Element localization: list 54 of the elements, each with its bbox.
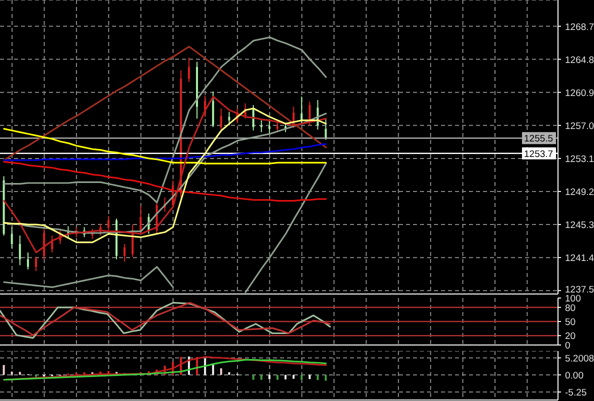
- candlestick: [268, 120, 270, 134]
- candlestick: [107, 216, 110, 231]
- candlestick: [10, 226, 13, 249]
- candlestick: [18, 235, 21, 266]
- candlestick: [35, 256, 38, 272]
- y-tick-label: 1260.9: [565, 88, 594, 99]
- y-tick-label: 5.2008: [565, 353, 594, 364]
- bar: [292, 374, 295, 379]
- y-tick-label: 1264.8: [565, 54, 594, 66]
- candlestick: [228, 111, 230, 126]
- bar: [2, 365, 5, 375]
- y-tick-label: 0.00: [565, 370, 584, 382]
- candlestick: [220, 108, 222, 130]
- line-series: [3, 128, 327, 164]
- candlestick: [140, 205, 142, 234]
- y-tick-label: 80: [565, 302, 576, 314]
- bar: [284, 374, 287, 380]
- candlestick: [252, 104, 254, 131]
- candlestick: [26, 252, 29, 270]
- y-tick-label: 100: [565, 294, 581, 304]
- y-tick-label: -5.25: [565, 387, 587, 398]
- candlestick: [43, 228, 46, 260]
- bar: [204, 358, 206, 375]
- candlestick: [124, 244, 126, 262]
- y-tick-label: 50: [565, 317, 576, 328]
- ref-line-label: 1255.5: [524, 134, 554, 145]
- ref-line-label: 1253.7: [524, 148, 554, 160]
- line-series: [3, 143, 327, 161]
- bar: [308, 374, 311, 380]
- bar: [228, 372, 230, 375]
- y-tick-label: 1245.3: [565, 220, 594, 232]
- bar: [276, 374, 278, 380]
- bar: [220, 368, 222, 375]
- y-tick-label: 1241.4: [565, 253, 594, 264]
- y-tick-label: 1253.1: [565, 154, 594, 165]
- bar: [252, 374, 254, 380]
- y-tick-label: 1268.7: [565, 22, 594, 33]
- bar: [18, 372, 21, 375]
- y-tick-label: 0: [565, 340, 570, 352]
- candlestick: [324, 118, 327, 140]
- candlestick: [308, 101, 311, 126]
- candlestick: [188, 57, 190, 83]
- bar: [316, 374, 319, 380]
- bar: [268, 374, 270, 380]
- y-tick-label: 1237.5: [565, 284, 594, 296]
- y-tick-label: 20: [565, 331, 576, 342]
- line-series: [3, 46, 327, 161]
- bar: [10, 372, 13, 375]
- bar: [300, 374, 303, 380]
- bar: [260, 374, 262, 380]
- y-tick-label: 1249.2: [565, 186, 594, 198]
- line-series: [3, 36, 327, 204]
- y-tick-label: 1257.0: [565, 120, 594, 132]
- bar: [324, 374, 327, 381]
